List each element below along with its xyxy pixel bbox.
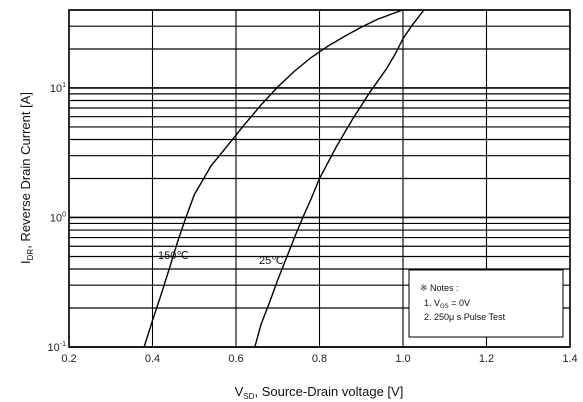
x-tick-label: 0.6 bbox=[228, 353, 243, 365]
data-curves bbox=[143, 9, 425, 348]
x-tick-label: 1.0 bbox=[395, 353, 410, 365]
curve-label-25c: 25℃ bbox=[259, 255, 284, 267]
x-tick-label: 1.4 bbox=[562, 353, 577, 365]
notes-line-1: 1. VGS = 0V bbox=[424, 298, 470, 310]
x-tick-label: 0.4 bbox=[145, 353, 160, 365]
y-tick-label: 100 bbox=[50, 211, 66, 224]
y-tick-labels: 10-1 100 101 bbox=[48, 82, 67, 354]
series-line-0 bbox=[143, 9, 404, 348]
x-tick-label: 1.2 bbox=[479, 353, 494, 365]
grid-lines bbox=[68, 9, 571, 348]
x-axis-title: VSD, Source-Drain voltage [V] bbox=[235, 384, 404, 401]
y-tick-label: 10-1 bbox=[48, 341, 67, 354]
series-line-1 bbox=[254, 9, 425, 348]
plot-frame bbox=[68, 9, 571, 348]
curve-label-150c: 150℃ bbox=[158, 250, 189, 262]
x-tick-label: 0.8 bbox=[312, 353, 327, 365]
y-tick-label: 101 bbox=[50, 82, 66, 95]
y-axis-title: IDR, Reverse Drain Current [A] bbox=[18, 92, 35, 264]
notes-title: ※ Notes : bbox=[420, 283, 459, 293]
notes-line-2: 2. 250μ s Pulse Test bbox=[424, 312, 506, 322]
notes-box: ※ Notes : 1. VGS = 0V 2. 250μ s Pulse Te… bbox=[408, 269, 564, 338]
x-tick-label: 0.2 bbox=[61, 353, 76, 365]
x-tick-labels: 0.2 0.4 0.6 0.8 1.0 1.2 1.4 bbox=[61, 353, 577, 365]
